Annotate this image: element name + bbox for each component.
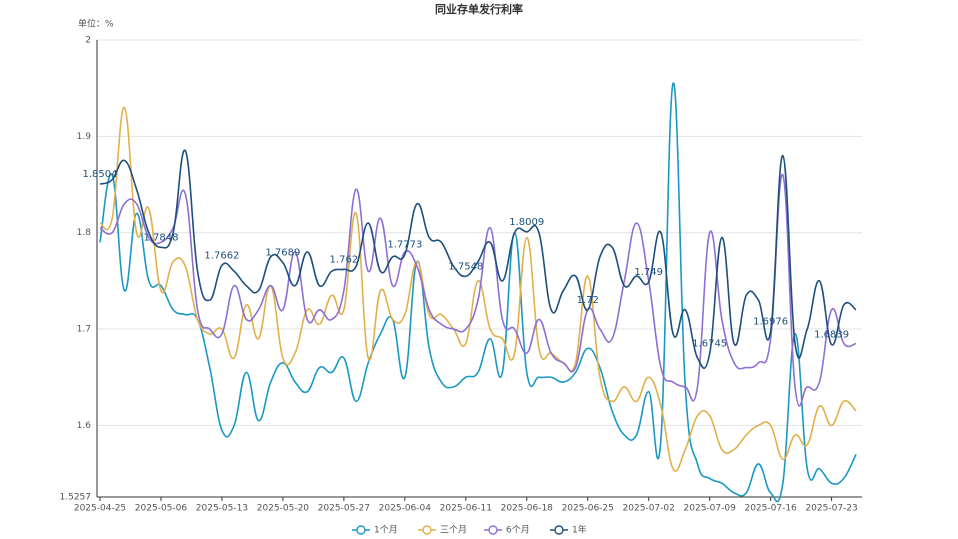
legend-icon <box>554 525 564 535</box>
series-line <box>99 174 857 407</box>
x-tick-label: 2025-05-06 <box>135 504 188 514</box>
legend-item: 6个月 <box>484 525 530 536</box>
y-tick-label: 1.6 <box>77 421 92 431</box>
legend-label: 1年 <box>572 524 587 536</box>
series-line <box>99 106 857 472</box>
chart-title: 同业存单发行利率 <box>435 2 523 16</box>
series-line <box>99 82 857 503</box>
data-label: 1.762 <box>330 254 359 265</box>
x-tick-label: 2025-04-25 <box>74 504 126 514</box>
y-tick-label: 1.9 <box>77 132 92 142</box>
x-tick-label: 2025-06-18 <box>501 504 554 514</box>
x-tick-label: 2025-06-11 <box>440 504 492 514</box>
data-label: 1.6745 <box>692 339 727 350</box>
legend-icon <box>356 525 366 535</box>
legend-icon <box>488 525 498 535</box>
data-label: 1.72 <box>577 295 599 306</box>
x-tick-label: 2025-07-02 <box>623 504 675 514</box>
data-label: 1.7848 <box>143 232 178 243</box>
data-label: 1.749 <box>634 267 663 278</box>
x-tick-label: 2025-07-16 <box>744 504 797 514</box>
legend-label: 1个月 <box>374 525 398 536</box>
unit-label: 单位：% <box>78 18 114 30</box>
legend-label: 三个月 <box>440 525 467 536</box>
data-label: 1.7689 <box>265 248 300 259</box>
data-label: 1.7548 <box>448 261 483 272</box>
x-tick-label: 2025-06-04 <box>379 504 432 514</box>
x-tick-label: 2025-05-20 <box>257 504 310 514</box>
legend-label: 6个月 <box>506 525 530 536</box>
y-tick-label: 2 <box>85 36 91 46</box>
data-label: 1.7662 <box>204 250 239 261</box>
x-tick-label: 2025-06-25 <box>562 504 614 514</box>
x-tick-label: 2025-05-27 <box>318 504 370 514</box>
x-tick-label: 2025-07-09 <box>684 504 737 514</box>
legend-item: 1个月 <box>352 525 398 536</box>
data-label: 1.6976 <box>753 316 788 327</box>
y-tick-label: 1.7 <box>77 325 91 335</box>
legend-icon <box>422 525 432 535</box>
data-label: 1.8504 <box>83 169 118 180</box>
x-tick-label: 2025-07-23 <box>805 504 857 514</box>
legend-item: 三个月 <box>418 525 467 536</box>
y-tick-label: 1.5257 <box>60 493 92 503</box>
series-line <box>99 149 857 369</box>
data-label: 1.6839 <box>814 330 849 341</box>
legend-item: 1年 <box>550 524 587 536</box>
data-label: 1.7773 <box>387 240 422 251</box>
x-tick-label: 2025-05-13 <box>196 504 248 514</box>
y-tick-label: 1.8 <box>77 228 92 238</box>
data-label: 1.8009 <box>509 217 544 228</box>
